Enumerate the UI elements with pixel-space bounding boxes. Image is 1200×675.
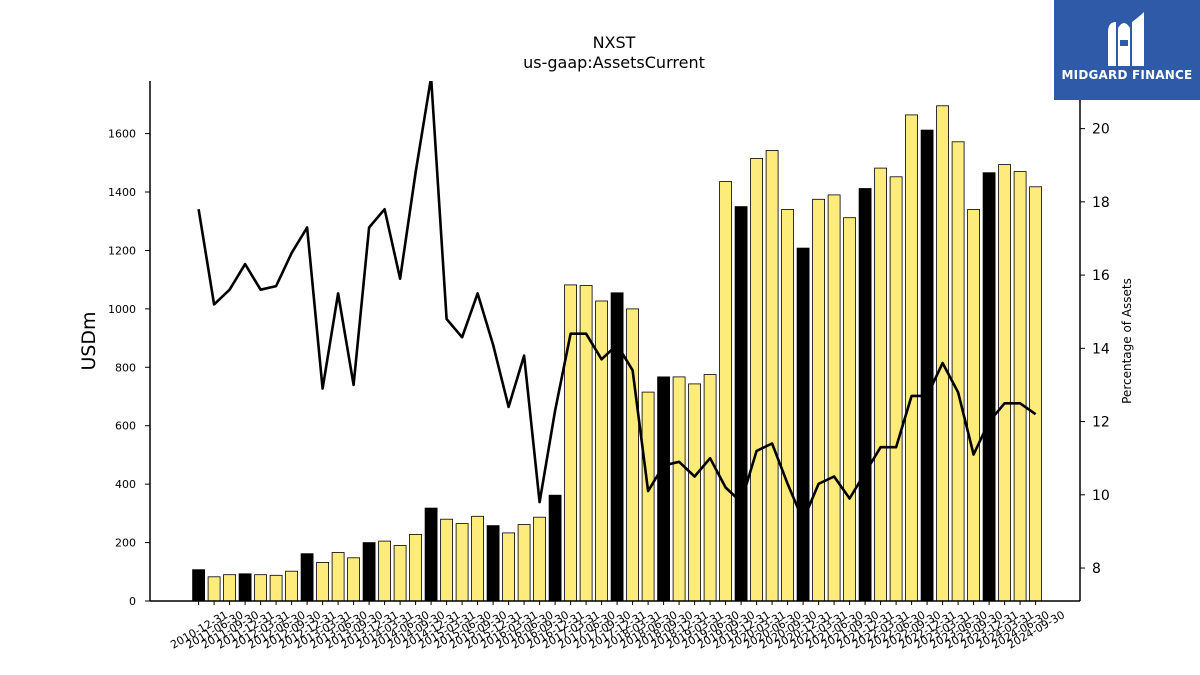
bar [362, 542, 376, 602]
bar [254, 574, 268, 602]
chart-subtitle: us-gaap:AssetsCurrent [523, 53, 705, 72]
bar [998, 164, 1011, 602]
bar [889, 176, 903, 602]
y-tick-label: 400 [115, 478, 136, 491]
y2-tick-label: 8 [1092, 561, 1101, 577]
bar [471, 515, 485, 602]
bar [192, 569, 206, 602]
bar [672, 376, 686, 602]
bar [533, 516, 546, 602]
chart-title: NXST [593, 33, 636, 52]
bar [486, 525, 500, 602]
bar [827, 194, 841, 602]
bar [765, 150, 779, 602]
axes: 0 200 400 600 800 1000 1200 1400 1600 8 10 12 14 16 18… [108, 81, 1110, 652]
bar [595, 300, 608, 602]
bar [858, 188, 872, 602]
bar [300, 553, 314, 602]
bar [424, 507, 438, 602]
y2-axis-label: Percentage of Assets [1120, 278, 1134, 404]
bar [393, 545, 407, 602]
bar [719, 181, 732, 602]
bar [812, 198, 825, 602]
line-series [197, 81, 1037, 522]
bar [455, 523, 469, 602]
line-percentage-of-assets [197, 81, 1037, 522]
midgard-logo-icon [1108, 12, 1144, 66]
bar [843, 217, 856, 602]
y-tick-label: 1400 [108, 186, 136, 199]
bar [269, 574, 283, 602]
y-tick-label: 1000 [108, 303, 136, 316]
brand-logo: MIDGARD FINANCE [1054, 0, 1200, 100]
bar [548, 494, 562, 602]
bar [409, 534, 423, 602]
bar [874, 167, 887, 602]
bar [967, 209, 980, 602]
bar [626, 308, 639, 602]
bar [641, 391, 655, 602]
y-tick-label: 600 [115, 420, 136, 433]
bar [207, 576, 221, 602]
y2-tick-label: 12 [1092, 415, 1110, 431]
bar [223, 574, 237, 602]
bar [564, 284, 577, 602]
bar [982, 172, 996, 602]
y-tick-label: 200 [115, 537, 136, 550]
bar [905, 114, 918, 602]
bar [796, 247, 810, 602]
bar [238, 573, 252, 602]
y2-tick-label: 20 [1092, 122, 1110, 138]
y2-tick-label: 10 [1092, 488, 1110, 504]
bar [734, 206, 748, 602]
y2-tick-label: 16 [1092, 268, 1110, 284]
bar [610, 292, 624, 602]
bar [331, 552, 345, 602]
y2-tick-label: 14 [1092, 341, 1110, 357]
bar [1029, 186, 1042, 602]
y-tick-label: 1600 [108, 128, 136, 141]
y2-tick-label: 18 [1092, 195, 1110, 211]
bar [378, 540, 392, 602]
bar [936, 105, 949, 602]
bar [440, 518, 454, 602]
bar [657, 376, 670, 602]
y-tick-label: 800 [115, 361, 136, 374]
bar [347, 557, 361, 602]
y-tick-label: 0 [129, 595, 136, 608]
brand-name: MIDGARD FINANCE [1061, 68, 1193, 82]
bar [951, 141, 965, 602]
bar [502, 532, 516, 602]
bar [1013, 171, 1027, 602]
bar [316, 562, 330, 602]
bar [285, 570, 299, 602]
bar [920, 129, 934, 602]
bar [781, 209, 794, 602]
bar [750, 157, 763, 602]
bar [688, 383, 701, 602]
y-tick-label: 1200 [108, 244, 136, 257]
bar [517, 524, 531, 602]
bar [703, 374, 717, 602]
y-axis-label: USDm [78, 311, 100, 370]
